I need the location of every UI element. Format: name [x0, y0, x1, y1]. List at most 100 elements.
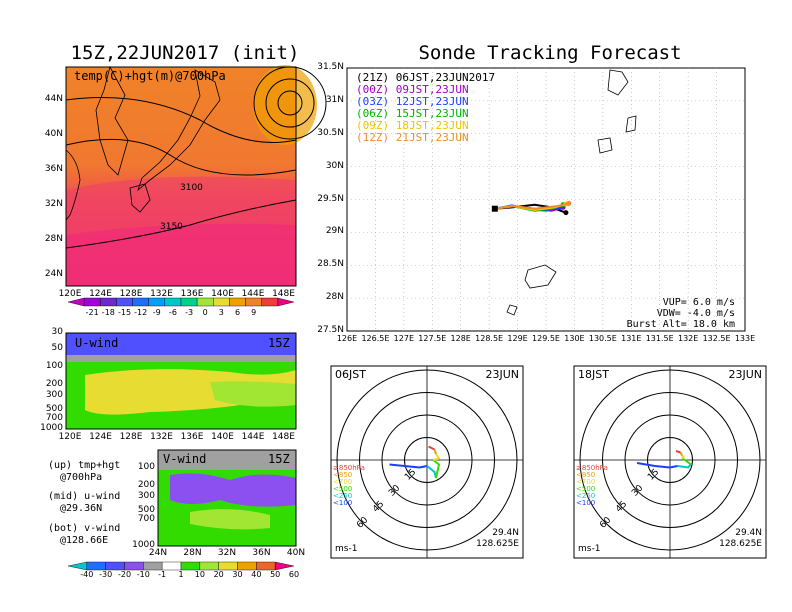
track-lon-tick: 130.5E	[588, 334, 617, 343]
uwind-lon-tick: 148E	[272, 432, 295, 442]
uwind-p-tick: 500	[45, 404, 63, 414]
vwind-lat-tick: 36N	[252, 548, 271, 558]
hodograph-level-label: <700	[576, 478, 596, 486]
contour-label-3150: 3150	[160, 222, 183, 232]
vwind-p-tick: 1000	[132, 540, 155, 550]
temp-colorbar-tick: 0	[202, 308, 208, 317]
track-lat-tick: 31N	[325, 94, 344, 105]
launch-point-marker	[491, 205, 498, 212]
island-tanegashima	[597, 137, 613, 154]
cold-pocket	[253, 65, 317, 145]
temp-colorbar-swatch	[132, 297, 149, 307]
wind-colorbar-swatch	[124, 561, 144, 571]
uwind-easterly-band	[66, 333, 296, 355]
map-lat-tick: 44N	[44, 94, 63, 104]
track-lon-tick: 132E	[677, 334, 699, 343]
uwind-p-tick: 200	[45, 379, 63, 389]
hodograph-level-label: ≥850hPa	[333, 464, 365, 472]
uwind-lon-tick: 120E	[58, 432, 82, 442]
vwind-lat-tick: 40N	[286, 548, 306, 558]
hodograph-lon: 128.625E	[476, 539, 519, 549]
wind-colorbar	[67, 561, 295, 571]
hodograph-trace	[675, 450, 681, 454]
hodograph-trace	[636, 462, 678, 469]
hodograph-level-label: ≥850hPa	[576, 464, 608, 472]
tracking-map-frame	[346, 67, 746, 332]
vwind-p-tick: 100	[137, 462, 155, 472]
hodograph-trace	[681, 457, 692, 466]
uwind-p-tick: 100	[45, 361, 63, 371]
wind-colorbar-swatch	[274, 561, 295, 571]
contour-label-3100: 3100	[180, 183, 203, 193]
uwind-p-tick: 30	[51, 327, 63, 337]
right-panel-title: Sonde Tracking Forecast	[418, 42, 682, 64]
map-lon-tick: 120E	[58, 289, 82, 299]
low-contour-2	[265, 78, 315, 128]
uwind-lon-tick: 140E	[211, 432, 234, 442]
hodograph-unit: ms-1	[578, 544, 601, 554]
island-north	[607, 69, 629, 96]
wind-colorbar-tick: 40	[251, 570, 262, 579]
map-lat-tick: 40N	[44, 129, 63, 139]
temp-colorbar-swatch	[116, 297, 133, 307]
vwind-lat-tick: 24N	[148, 548, 168, 558]
temp-colorbar-swatch	[245, 297, 262, 307]
vwind-lat-tick: 28N	[183, 548, 202, 558]
uwind-time: 15Z	[268, 336, 290, 350]
hodograph-trace	[432, 453, 441, 461]
map-field-label: temp(C)+hgt(m)@700hPa	[74, 69, 226, 83]
track-legend: (21Z) 06JST,23JUN2017 (00Z) 09JST,23JUN (0…	[356, 72, 495, 144]
uwind-p-tick: 700	[45, 413, 63, 423]
hodograph-lat: 29.4N	[492, 528, 519, 538]
hodograph-trace	[681, 454, 685, 460]
note-mid: (mid) u-wind @29.36N	[48, 491, 121, 514]
hodograph-0	[330, 365, 524, 559]
temp-colorbar-swatch	[148, 297, 166, 307]
map-lon-tick: 132E	[150, 289, 173, 299]
temp-colorbar-tick: -18	[101, 308, 115, 317]
track-lon-tick: 128E	[450, 334, 471, 343]
track-lon-tick: 126E	[336, 334, 358, 343]
vwind-label: V-wind	[163, 452, 207, 466]
temp-colorbar-swatch	[83, 297, 101, 307]
wind-colorbar-swatch	[237, 561, 257, 571]
track-endpoint	[563, 210, 569, 216]
track-lat-tick: 30N	[325, 160, 344, 171]
wind-colorbar-swatch	[218, 561, 238, 571]
uwind-p-tick: 300	[45, 390, 63, 400]
wind-colorbar-tick: 1	[178, 570, 184, 579]
map-lon-tick: 140E	[211, 289, 234, 299]
hodograph-unit: ms-1	[335, 544, 358, 554]
track-lat-tick: 28.5N	[317, 259, 344, 270]
track-lon-tick: 130E	[564, 334, 585, 343]
hodograph-level-label: <250	[576, 492, 596, 500]
temp-colorbar-tick: -21	[85, 308, 99, 317]
map-lat-tick: 24N	[44, 269, 63, 279]
temp-colorbar-swatch	[180, 297, 198, 307]
hodograph-level-label: <100	[333, 499, 353, 507]
wind-colorbar-tick: -1	[158, 570, 167, 579]
contour-3150-line	[65, 199, 297, 249]
hodograph-1	[573, 365, 767, 559]
track-legend-entry: (06Z) 15JST,23JUN	[356, 107, 469, 120]
track-legend-entry: (03Z) 12JST,23JUN	[356, 95, 469, 108]
temp-colorbar-swatch	[67, 297, 85, 307]
hodograph-trace	[679, 452, 683, 456]
hodograph-trace	[433, 449, 437, 455]
track-lat-tick: 29N	[325, 226, 344, 237]
map-lat-tick: 28N	[44, 234, 63, 244]
wind-colorbar-tick: -10	[136, 570, 150, 579]
track-lat-tick: 29.5N	[317, 193, 344, 204]
hodograph-date: 23JUN	[485, 368, 519, 381]
temp-colorbar-swatch	[164, 297, 182, 307]
china-coast	[65, 149, 81, 221]
uwind-lon-tick: 136E	[180, 432, 204, 442]
track-line	[494, 202, 569, 210]
island-south	[506, 304, 518, 316]
uwind-p-tick: 1000	[40, 423, 63, 433]
track-lon-tick: 127E	[393, 334, 415, 343]
sonde-tracks	[491, 200, 572, 216]
hodograph-lat: 29.4N	[735, 528, 762, 538]
map-lon-tick: 136E	[180, 289, 204, 299]
track-legend-entry: (12Z) 21JST,23JUN	[356, 131, 469, 144]
